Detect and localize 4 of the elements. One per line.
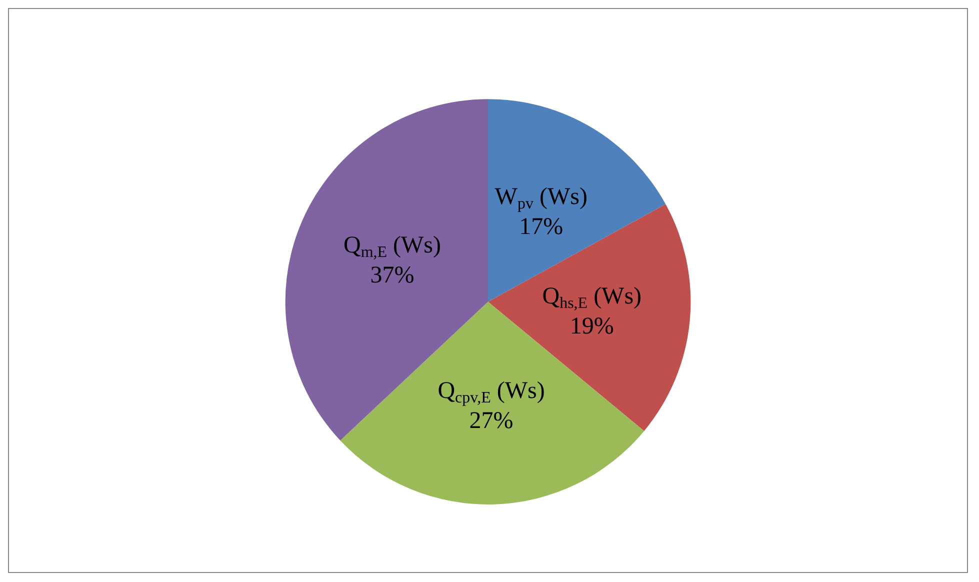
data-label: 27% [469, 408, 514, 434]
data-label: 19% [570, 314, 614, 340]
data-label: 37% [370, 262, 414, 288]
data-label: 17% [519, 214, 564, 240]
